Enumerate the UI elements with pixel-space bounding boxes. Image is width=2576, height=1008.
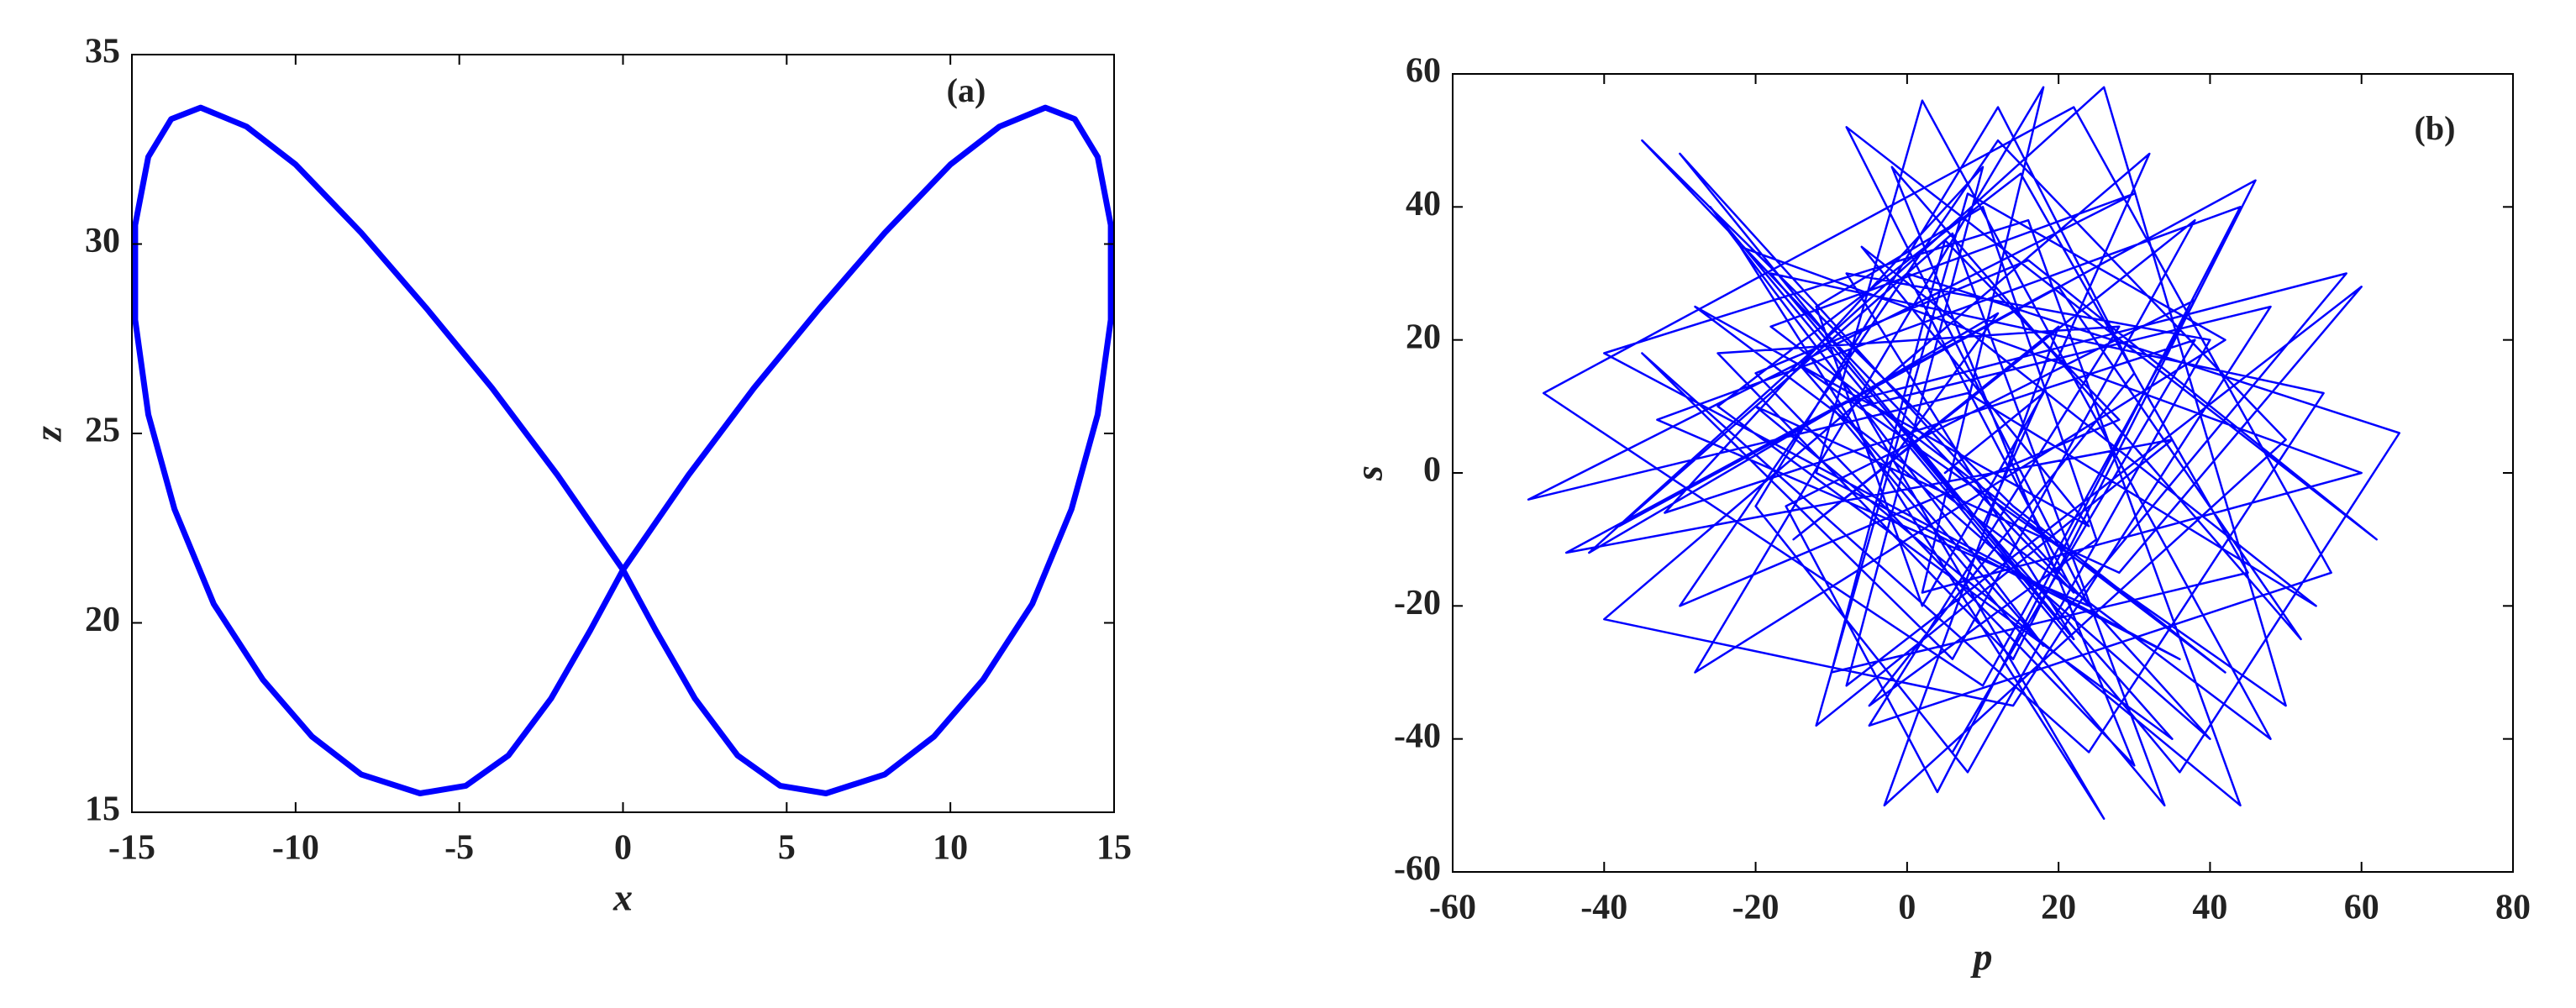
y-tick-label: 60 (1406, 52, 1441, 91)
x-tick-label: 10 (933, 829, 968, 868)
x-tick-label: 20 (2041, 889, 2076, 927)
x-tick-label: 0 (1898, 889, 1916, 927)
x-tick-label: 15 (1096, 829, 1132, 868)
y-tick-label: 0 (1423, 451, 1441, 490)
y-tick-label: -20 (1394, 584, 1441, 622)
y-tick-label: 35 (85, 33, 120, 71)
y-tick-label: 40 (1406, 185, 1441, 223)
x-tick-label: -20 (1732, 889, 1780, 927)
y-tick-label: 25 (85, 412, 120, 450)
x-tick-label: 5 (778, 829, 796, 868)
y-tick-label: 20 (85, 601, 120, 639)
y-axis-label: s (1348, 465, 1391, 481)
x-tick-label: 80 (2495, 889, 2531, 927)
x-axis-label: x (612, 876, 633, 919)
x-tick-label: 40 (2192, 889, 2227, 927)
x-tick-label: 60 (2344, 889, 2379, 927)
y-tick-label: 15 (85, 790, 120, 829)
y-tick-label: 30 (85, 222, 120, 260)
y-tick-label: -40 (1394, 717, 1441, 755)
x-tick-label: -60 (1429, 889, 1476, 927)
x-tick-label: 0 (614, 829, 632, 868)
panel-annotation: (a) (947, 71, 986, 109)
x-tick-label: -5 (444, 829, 474, 868)
y-tick-label: -60 (1394, 850, 1441, 889)
x-tick-label: -40 (1580, 889, 1627, 927)
x-tick-label: -10 (272, 829, 319, 868)
y-tick-label: 20 (1406, 318, 1441, 356)
x-tick-label: -15 (108, 829, 155, 868)
x-axis-label: p (1970, 936, 1993, 979)
data-line (132, 104, 1114, 796)
data-line (1527, 86, 2401, 820)
plot-frame (1452, 73, 2514, 873)
panel-annotation: (b) (2415, 109, 2456, 147)
y-axis-label: z (27, 426, 70, 443)
